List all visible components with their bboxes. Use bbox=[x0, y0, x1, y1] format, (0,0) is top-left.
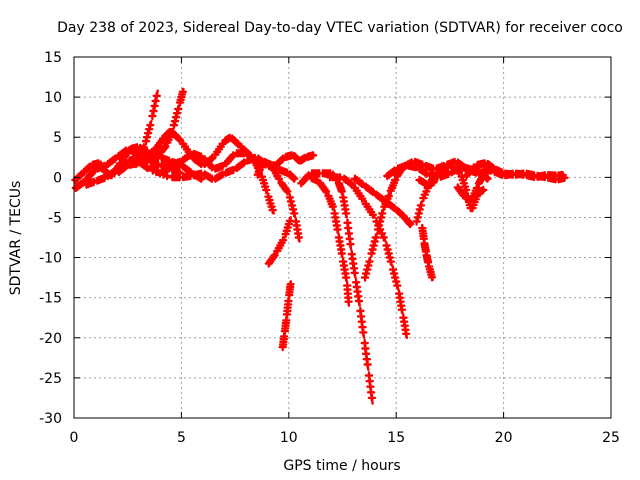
y-tick-label: 0 bbox=[53, 170, 62, 186]
y-axis-label: SDTVAR / TECUs bbox=[8, 181, 24, 296]
y-tick-label: -5 bbox=[48, 210, 62, 226]
y-tick-label: -25 bbox=[39, 371, 62, 387]
series-track-10 bbox=[278, 280, 295, 352]
x-tick-label: 0 bbox=[70, 430, 79, 446]
x-tick-label: 25 bbox=[602, 430, 620, 446]
series-track-22 bbox=[415, 175, 438, 189]
series-track-21 bbox=[479, 165, 567, 182]
series-track-12 bbox=[307, 173, 353, 307]
x-tick-labels: 0 5 10 15 20 25 bbox=[70, 430, 620, 446]
series-track-8 bbox=[253, 157, 303, 243]
series-track-9 bbox=[264, 216, 295, 268]
series-path bbox=[325, 173, 411, 339]
data-series bbox=[71, 87, 569, 405]
axis-ticks bbox=[73, 56, 612, 419]
x-tick-label: 10 bbox=[280, 430, 298, 446]
series-track-11 bbox=[297, 169, 377, 405]
x-tick-label: 20 bbox=[495, 430, 513, 446]
chart-title: Day 238 of 2023, Sidereal Day-to-day VTE… bbox=[57, 20, 623, 36]
series-path bbox=[415, 175, 438, 189]
series-path bbox=[307, 173, 353, 307]
series-path bbox=[418, 223, 437, 282]
series-track-17 bbox=[418, 223, 437, 282]
y-tick-labels: -30 -25 -20 -15 -10 -5 0 5 10 15 bbox=[39, 50, 62, 427]
y-tick-label: 15 bbox=[44, 50, 62, 66]
gridlines bbox=[74, 57, 611, 418]
series-path bbox=[253, 157, 303, 243]
series-path bbox=[297, 169, 377, 405]
y-tick-label: 5 bbox=[53, 130, 62, 146]
y-tick-label: -30 bbox=[39, 411, 62, 427]
series-track-13 bbox=[325, 173, 411, 339]
x-axis-label: GPS time / hours bbox=[283, 458, 400, 474]
y-tick-label: 10 bbox=[44, 90, 62, 106]
y-tick-label: -20 bbox=[39, 331, 62, 347]
plot-frame bbox=[73, 56, 612, 419]
y-tick-label: -10 bbox=[39, 251, 62, 267]
series-path bbox=[278, 280, 295, 352]
x-tick-label: 15 bbox=[387, 430, 405, 446]
y-tick-label: -15 bbox=[39, 291, 62, 307]
series-path bbox=[264, 216, 295, 268]
x-tick-label: 5 bbox=[177, 430, 186, 446]
series-path bbox=[479, 165, 567, 182]
